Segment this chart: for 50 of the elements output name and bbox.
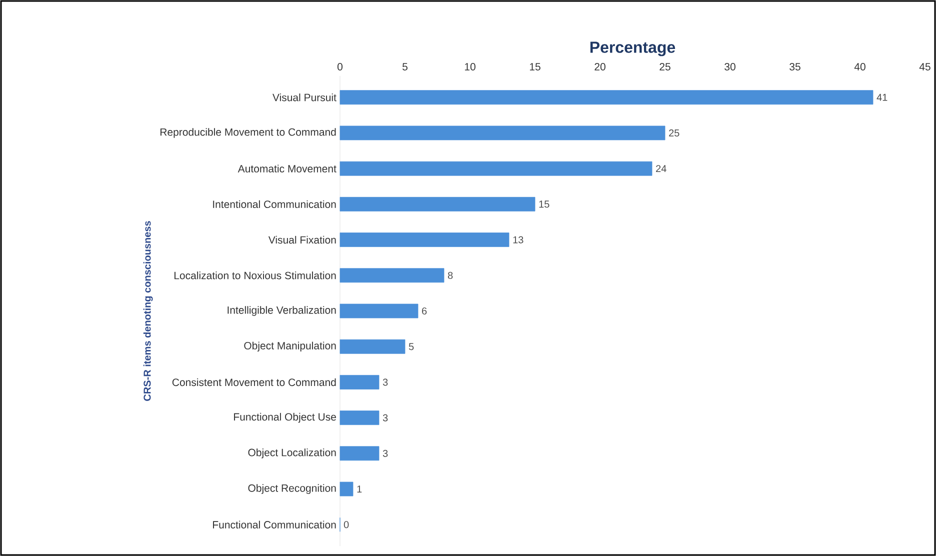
bar bbox=[340, 482, 354, 496]
y-tick-label: Visual Fixation bbox=[268, 236, 336, 244]
bar bbox=[340, 339, 406, 354]
data-label: 3 bbox=[382, 378, 388, 386]
bar bbox=[340, 304, 418, 318]
bar bbox=[340, 126, 666, 140]
y-tick-label: Functional Communication bbox=[213, 520, 336, 528]
bar bbox=[340, 196, 536, 212]
y-tick-label: Consistent Movement to Command bbox=[172, 378, 336, 386]
bar bbox=[340, 446, 380, 461]
y-tick-label: Reproducible Movement to Command bbox=[160, 128, 336, 138]
y-tick-label: Localization to Noxious Stimulation bbox=[174, 272, 336, 280]
bar bbox=[340, 268, 444, 283]
data-label: 6 bbox=[422, 307, 427, 315]
x-tick-label: 0 bbox=[337, 63, 343, 70]
x-tick-label: 35 bbox=[790, 63, 800, 70]
bar bbox=[340, 375, 380, 390]
y-tick-label: Object Recognition bbox=[248, 484, 336, 494]
y-axis-title: CRS-R items denoting consciousness bbox=[143, 221, 153, 401]
data-label: 8 bbox=[448, 272, 453, 279]
bar bbox=[340, 161, 652, 176]
y-tick-label: Object Manipulation bbox=[244, 342, 336, 352]
y-tick-label: Automatic Movement bbox=[238, 164, 336, 172]
data-label: 0 bbox=[344, 521, 349, 528]
x-tick-label: 30 bbox=[724, 63, 736, 70]
bar bbox=[340, 410, 380, 426]
y-tick-label: Visual Pursuit bbox=[272, 94, 336, 102]
data-label: 1 bbox=[357, 486, 362, 492]
data-label: 24 bbox=[656, 165, 666, 172]
data-label: 5 bbox=[408, 343, 414, 350]
data-label: 15 bbox=[539, 200, 550, 208]
x-tick-label: 15 bbox=[530, 63, 540, 70]
data-label: 25 bbox=[669, 129, 680, 136]
x-tick-label: 20 bbox=[594, 63, 606, 70]
bar bbox=[340, 90, 874, 105]
data-label: 3 bbox=[382, 450, 388, 457]
data-label: 41 bbox=[876, 94, 888, 101]
y-tick-label: Object Localization bbox=[248, 448, 336, 458]
bar bbox=[340, 232, 510, 247]
x-tick-label: 25 bbox=[660, 63, 670, 70]
x-tick-label: 5 bbox=[402, 63, 408, 70]
x-tick-label: 40 bbox=[854, 63, 866, 70]
y-tick-label: Intentional Communication bbox=[213, 200, 336, 208]
x-axis-title: Percentage bbox=[590, 42, 676, 56]
x-tick-label: 45 bbox=[919, 63, 930, 70]
data-label: 13 bbox=[513, 236, 524, 244]
data-label: 3 bbox=[382, 414, 388, 422]
x-tick-label: 10 bbox=[464, 63, 476, 70]
y-tick-label: Functional Object Use bbox=[234, 412, 336, 423]
y-tick-label: Intelligible Verbalization bbox=[228, 306, 336, 316]
